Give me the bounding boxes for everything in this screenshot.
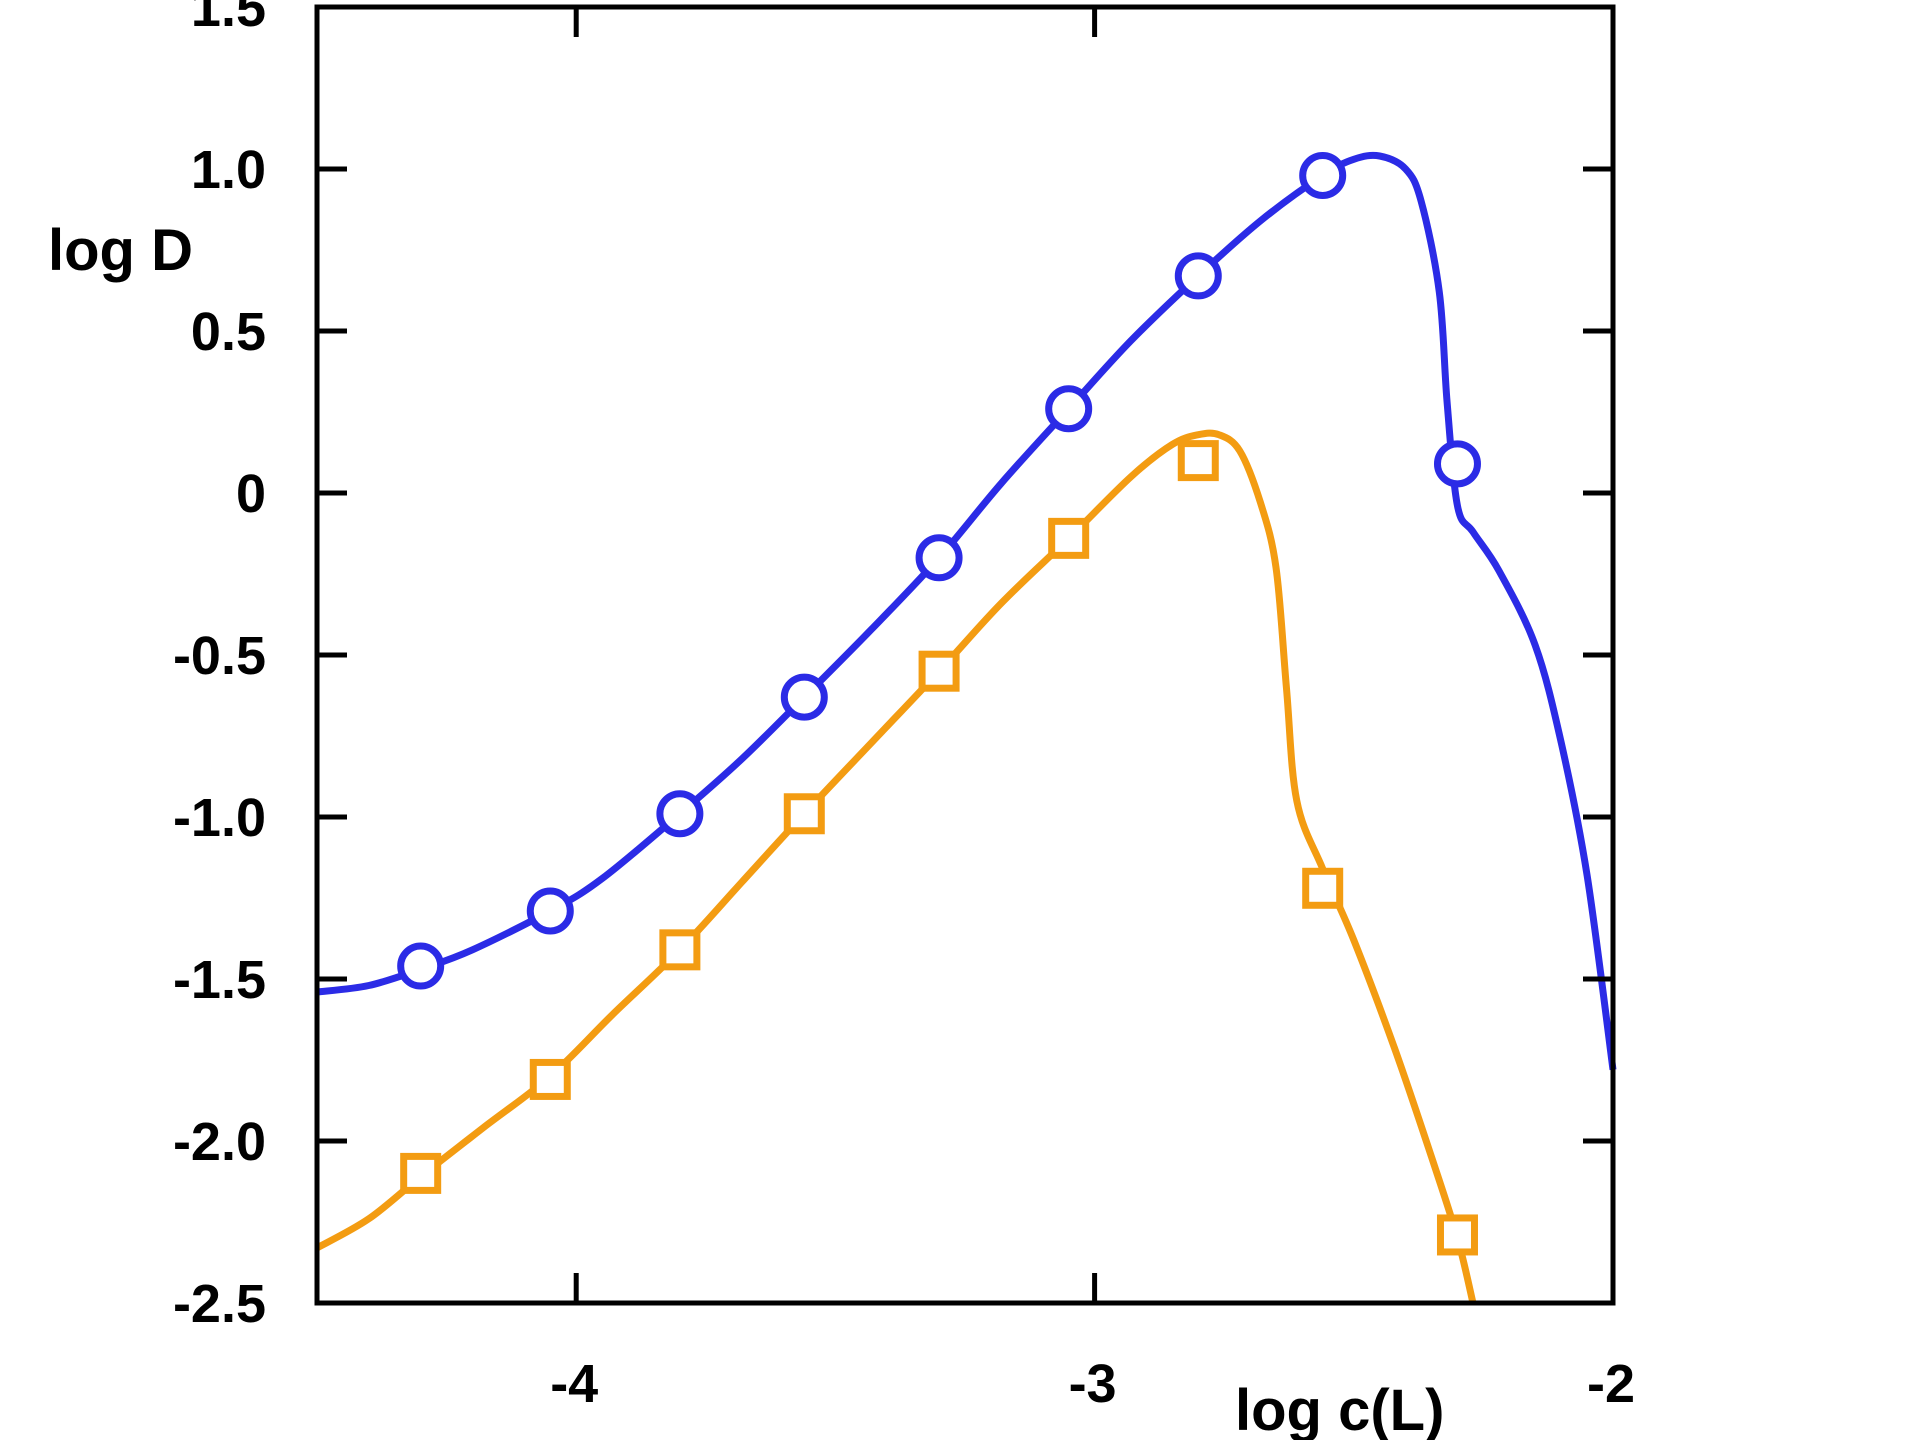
circles-point (780, 673, 828, 721)
markers-layer (397, 151, 1481, 1256)
circles-point (1174, 252, 1222, 300)
y-axis-title: log D (48, 218, 193, 283)
y-tick-label: 1.5 (191, 0, 266, 38)
y-tick-label: -2.5 (173, 1274, 266, 1334)
squares-point (1177, 440, 1219, 482)
y-tick-label: -0.5 (173, 626, 266, 686)
circles-point (915, 534, 963, 582)
squares-point (529, 1058, 571, 1100)
labels-layer: 1.5 1.0 0.5 0 -0.5 -1.0 -1.5 -2.0 -2.5 -4 -3 -2 (173, 0, 1635, 1414)
y-tick-label: 0.5 (191, 302, 266, 362)
circles-point (1299, 151, 1347, 199)
x-tick-label: -3 (1069, 1354, 1117, 1414)
circles-fit-line (316, 151, 1617, 1071)
x-tick-label: -4 (550, 1354, 598, 1414)
circles-point (397, 942, 445, 990)
squares-fit-line (315, 429, 1477, 1304)
squares-point (659, 929, 701, 971)
curves-layer (315, 151, 1617, 1304)
squares-point (783, 793, 825, 835)
x-axis-title: log c(L) (1235, 1378, 1444, 1440)
circles-point (1045, 385, 1093, 433)
squares-point (1302, 867, 1344, 909)
squares-point (400, 1152, 442, 1194)
ticks-layer (317, 4, 1616, 1306)
squares-point (1048, 517, 1090, 559)
x-tick-label: -2 (1587, 1354, 1635, 1414)
circles-point (1433, 440, 1481, 488)
circles-point (656, 790, 704, 838)
circles-point (526, 887, 574, 935)
squares-point (1436, 1214, 1478, 1256)
y-tick-label: 0 (236, 464, 266, 524)
squares-point (918, 650, 960, 692)
y-tick-label: -2.0 (173, 1112, 266, 1172)
y-tick-label: 1.0 (191, 140, 266, 200)
y-tick-label: -1.0 (173, 788, 266, 848)
y-tick-label: -1.5 (173, 950, 266, 1010)
